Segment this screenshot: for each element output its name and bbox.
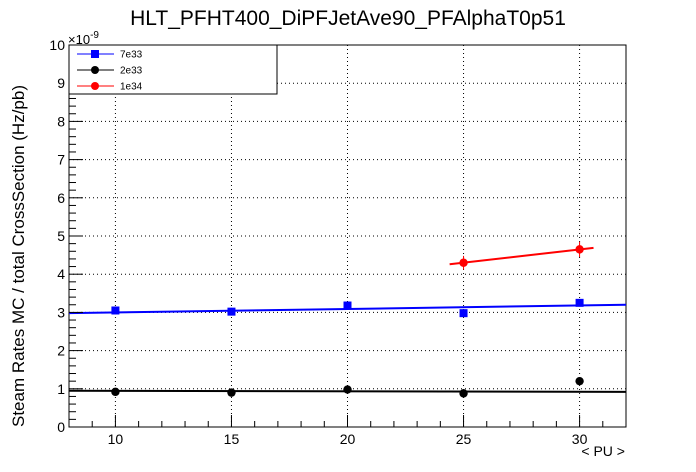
data-point-7e33 [343, 301, 352, 310]
y-tick-label: 5 [57, 228, 65, 244]
y-tick-label: 9 [57, 75, 65, 91]
legend: 7e33 2e33 1e34 [68, 44, 278, 95]
x-tick-label: 10 [108, 431, 124, 447]
x-tick-label: 15 [224, 431, 240, 447]
x-tick-label: 30 [572, 431, 588, 447]
marker-circle [343, 385, 352, 394]
marker-circle [459, 258, 468, 267]
legend-label: 2e33 [120, 66, 143, 77]
data-point-2e33 [575, 376, 584, 386]
data-points [111, 241, 584, 398]
y-tick-label: 7 [57, 152, 65, 168]
x-tick-label: 25 [456, 431, 472, 447]
y-tick-label: 3 [57, 304, 65, 320]
legend-entry-7e33: 7e33 [77, 50, 143, 61]
legend-label: 1e34 [120, 82, 143, 93]
x-tick-label: 20 [340, 431, 356, 447]
y-tick-label: 1 [57, 381, 65, 397]
legend-marker-square [91, 50, 99, 58]
y-axis-exponent: ×10-9 [68, 30, 99, 47]
axes: 10 15 20 25 30 0 1 2 3 4 5 6 7 8 9 10 [49, 37, 627, 447]
data-point-7e33 [575, 298, 584, 307]
legend-entry-1e34: 1e34 [77, 82, 143, 93]
data-point-1e34 [459, 255, 468, 270]
y-tick-label: 6 [57, 190, 65, 206]
chart-title: HLT_PFHT400_DiPFJetAve90_PFAlphaT0p51 [130, 7, 566, 30]
marker-circle [227, 388, 236, 397]
legend-label: 7e33 [120, 50, 143, 61]
x-axis-label: < PU > [581, 443, 625, 459]
y-exponent-power: -9 [90, 30, 99, 41]
marker-circle [111, 387, 120, 397]
data-point-2e33 [227, 388, 236, 397]
marker-square [459, 309, 468, 318]
y-tick-label: 4 [57, 266, 65, 282]
legend-marker-circle [91, 66, 99, 74]
marker-square [227, 307, 236, 316]
y-tick-label: 8 [57, 113, 65, 129]
marker-square [111, 306, 120, 315]
marker-square [575, 298, 584, 307]
data-point-1e34 [575, 241, 584, 258]
data-point-2e33 [459, 389, 468, 398]
data-point-7e33 [459, 309, 468, 318]
data-point-7e33 [111, 306, 120, 315]
marker-square [343, 301, 352, 310]
marker-circle [575, 376, 584, 386]
y-tick-label: 2 [57, 343, 65, 359]
data-point-2e33 [343, 385, 352, 394]
data-point-2e33 [111, 387, 120, 397]
legend-entry-2e33: 2e33 [77, 66, 143, 77]
grid [69, 45, 626, 427]
y-axis-label: Steam Rates MC / total CrossSection (Hz/… [9, 85, 28, 427]
data-point-7e33 [227, 307, 236, 316]
marker-circle [459, 389, 468, 398]
marker-circle [575, 245, 584, 254]
fit-line-1e34 [449, 246, 594, 266]
legend-marker-circle [91, 82, 99, 90]
y-tick-label: 0 [57, 419, 65, 435]
y-exponent-base: ×10 [68, 32, 90, 47]
y-tick-label: 10 [49, 37, 65, 53]
